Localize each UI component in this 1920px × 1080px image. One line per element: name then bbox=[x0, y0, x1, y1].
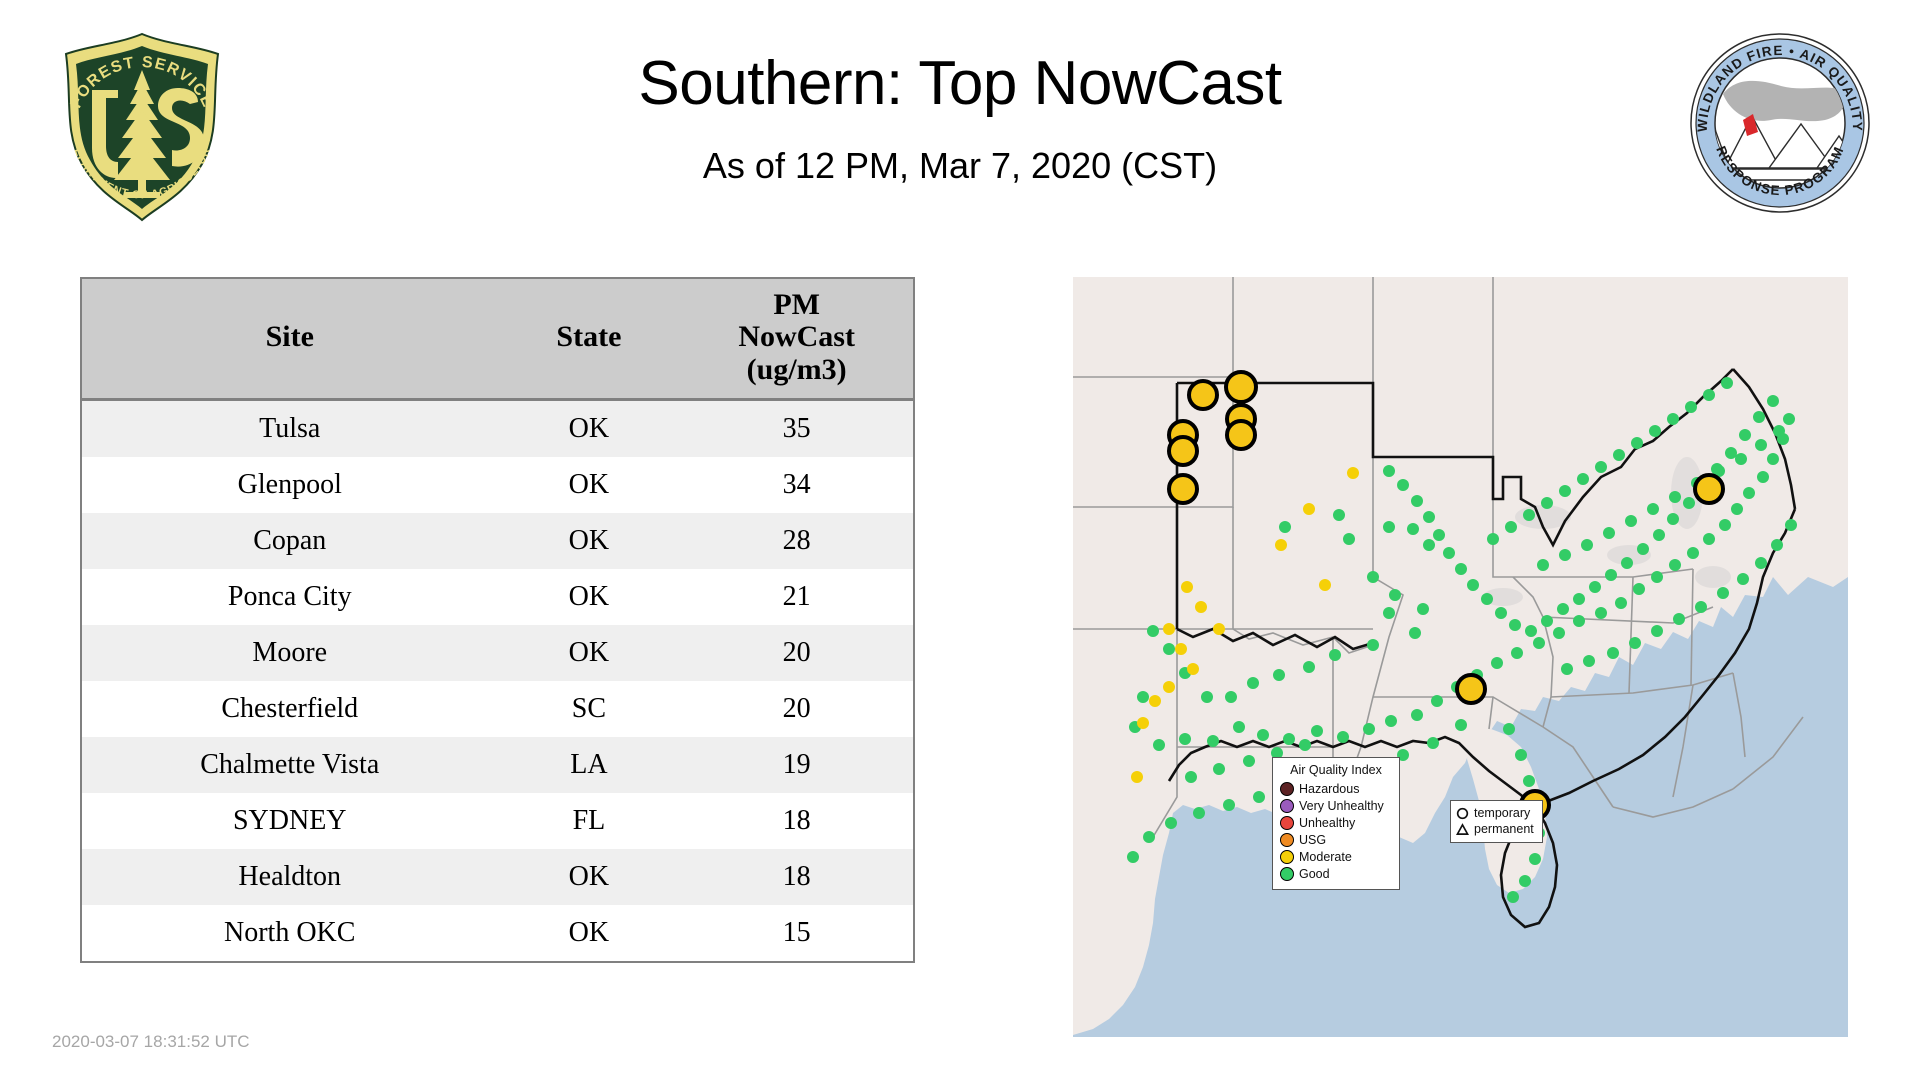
cell-state: OK bbox=[497, 569, 681, 626]
cell-site: North OKC bbox=[82, 905, 498, 962]
usg-label: USG bbox=[1299, 832, 1327, 847]
unhealthy-label: Unhealthy bbox=[1299, 815, 1356, 830]
cell-site: Chalmette Vista bbox=[82, 737, 498, 794]
map-monitor-moderate-group bbox=[1131, 467, 1359, 783]
column-header-state[interactable]: State bbox=[497, 279, 681, 402]
column-header-state-label: State bbox=[556, 320, 622, 354]
cell-state: LA bbox=[497, 737, 681, 794]
cell-state: SC bbox=[497, 681, 681, 738]
table-row[interactable]: Ponca City OK 21 bbox=[82, 569, 913, 626]
cell-site: Copan bbox=[82, 513, 498, 570]
legend-item-temporary: temporary bbox=[1456, 805, 1534, 821]
cell-site: Tulsa bbox=[82, 399, 498, 458]
hazardous-swatch-icon bbox=[1280, 781, 1294, 796]
cell-value: 21 bbox=[680, 569, 913, 626]
aqi-legend-item-moderate: Moderate bbox=[1280, 848, 1392, 865]
usg-swatch-icon bbox=[1280, 832, 1294, 847]
cell-site: Chesterfield bbox=[82, 681, 498, 738]
table-row[interactable]: Chesterfield SC 20 bbox=[82, 681, 913, 738]
cell-value: 34 bbox=[680, 457, 913, 514]
wfaqrp-logo: WILDLAND FIRE • AIR QUALITY RESPONSE PRO… bbox=[1685, 28, 1875, 218]
page-title: Southern: Top NowCast bbox=[638, 49, 1282, 118]
cell-state: FL bbox=[497, 793, 681, 850]
aqi-legend-item-good: Good bbox=[1280, 865, 1392, 882]
good-label: Good bbox=[1299, 866, 1330, 881]
column-header-pm-line3: (ug/m3) bbox=[746, 352, 847, 386]
hazardous-label: Hazardous bbox=[1299, 781, 1360, 796]
aqi-legend-title: Air Quality Index bbox=[1290, 763, 1382, 777]
table-header: Site State PM NowCast (ug/m3) bbox=[82, 279, 913, 402]
nowcast-table-container: Site State PM NowCast (ug/m3) Tulsa OK bbox=[80, 277, 915, 964]
cell-value: 19 bbox=[680, 737, 913, 794]
moderate-swatch-icon bbox=[1280, 849, 1294, 864]
table-row[interactable]: Chalmette Vista LA 19 bbox=[82, 737, 913, 794]
column-header-pm-line1: PM bbox=[773, 288, 820, 321]
very-unhealthy-swatch-icon bbox=[1280, 798, 1294, 813]
table-row[interactable]: SYDNEY FL 18 bbox=[82, 793, 913, 850]
cell-value: 18 bbox=[680, 793, 913, 850]
aqi-map[interactable] bbox=[1073, 277, 1848, 1037]
cell-site: Ponca City bbox=[82, 569, 498, 626]
cell-state: OK bbox=[497, 513, 681, 570]
cell-state: OK bbox=[497, 625, 681, 682]
aqi-legend-item-very-unhealthy: Very Unhealthy bbox=[1280, 797, 1392, 814]
table-row[interactable]: Moore OK 20 bbox=[82, 625, 913, 682]
cell-value: 18 bbox=[680, 849, 913, 906]
footer-timestamp: 2020-03-07 18:31:52 UTC bbox=[52, 1032, 250, 1051]
column-header-pm-line2: NowCast bbox=[738, 320, 855, 354]
cell-state: OK bbox=[497, 399, 681, 458]
cell-value: 15 bbox=[680, 905, 913, 962]
circle-outline-icon bbox=[1456, 807, 1469, 819]
aqi-legend-item-usg: USG bbox=[1280, 831, 1392, 848]
permanent-label: permanent bbox=[1474, 822, 1534, 836]
very-unhealthy-label: Very Unhealthy bbox=[1299, 798, 1384, 813]
cell-site: SYDNEY bbox=[82, 793, 498, 850]
triangle-outline-icon bbox=[1456, 822, 1469, 835]
aqi-legend: Air Quality Index Hazardous Very Unhealt… bbox=[1272, 757, 1400, 890]
column-header-pm-nowcast[interactable]: PM NowCast (ug/m3) bbox=[680, 279, 913, 402]
unhealthy-swatch-icon bbox=[1280, 815, 1294, 830]
cell-site: Moore bbox=[82, 625, 498, 682]
cell-value: 35 bbox=[680, 399, 913, 458]
table-row[interactable]: Glenpool OK 34 bbox=[82, 457, 913, 514]
usfs-shield-logo: FOREST SERVICE DEPARTMENT OF AGRICULTURE bbox=[44, 19, 236, 224]
cell-state: OK bbox=[497, 905, 681, 962]
cell-state: OK bbox=[497, 849, 681, 906]
table-row[interactable]: North OKC OK 15 bbox=[82, 905, 913, 962]
cell-value: 28 bbox=[680, 513, 913, 570]
table-row[interactable]: Tulsa OK 35 bbox=[82, 399, 913, 458]
nowcast-table: Site State PM NowCast (ug/m3) Tulsa OK bbox=[82, 279, 913, 962]
column-header-site[interactable]: Site bbox=[82, 279, 498, 402]
moderate-label: Moderate bbox=[1299, 849, 1352, 864]
good-swatch-icon bbox=[1280, 866, 1294, 881]
temporary-label: temporary bbox=[1474, 806, 1531, 820]
aqi-legend-item-hazardous: Hazardous bbox=[1280, 780, 1392, 797]
cell-site: Glenpool bbox=[82, 457, 498, 514]
aqi-legend-item-unhealthy: Unhealthy bbox=[1280, 814, 1392, 831]
cell-state: OK bbox=[497, 457, 681, 514]
table-body: Tulsa OK 35 Glenpool OK 34 Copan OK 28 P… bbox=[82, 399, 913, 962]
column-header-site-label: Site bbox=[265, 320, 314, 354]
legend-item-permanent: permanent bbox=[1456, 821, 1534, 837]
cell-value: 20 bbox=[680, 625, 913, 682]
cell-site: Healdton bbox=[82, 849, 498, 906]
map-monitor-good-group bbox=[1127, 377, 1797, 903]
monitor-type-legend: temporary permanent bbox=[1450, 800, 1543, 843]
table-header-row: Site State PM NowCast (ug/m3) bbox=[82, 279, 913, 402]
table-row[interactable]: Copan OK 28 bbox=[82, 513, 913, 570]
page-subtitle: As of 12 PM, Mar 7, 2020 (CST) bbox=[702, 145, 1218, 186]
table-row[interactable]: Healdton OK 18 bbox=[82, 849, 913, 906]
cell-value: 20 bbox=[680, 681, 913, 738]
